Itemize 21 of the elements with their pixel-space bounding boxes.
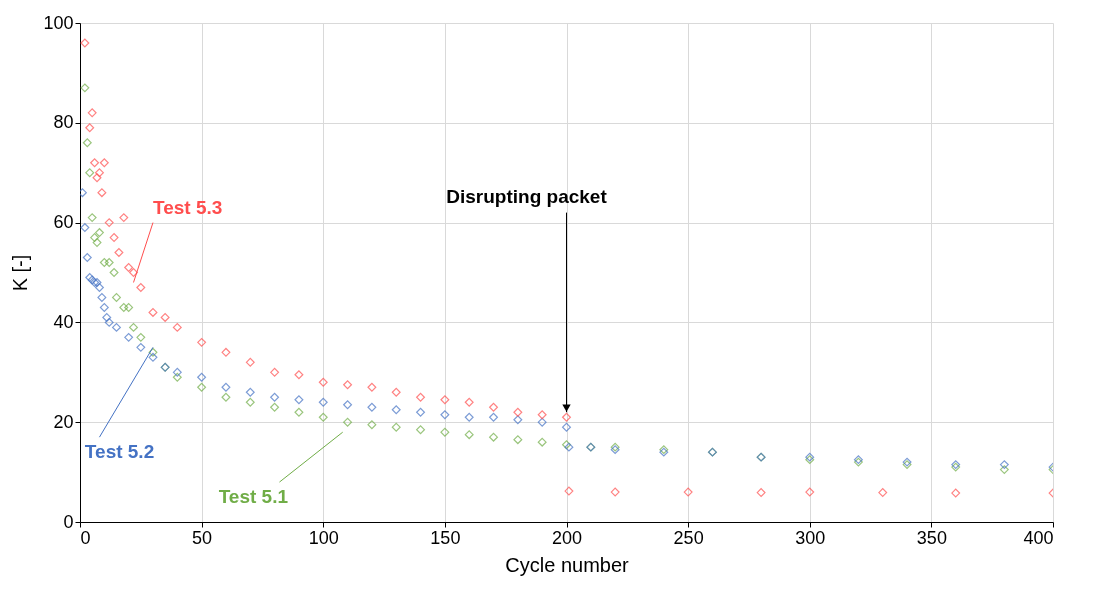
y-tick-label: 40	[53, 311, 74, 332]
x-tick-label: 200	[551, 527, 583, 548]
y-tick-label: 20	[53, 411, 74, 432]
x-tick-label: 50	[192, 527, 213, 548]
x-tick-label: 100	[308, 527, 339, 548]
y-tick-label: 100	[43, 12, 74, 33]
series-label: Test 5.3	[152, 196, 223, 218]
x-tick-label: 400	[1023, 527, 1054, 548]
text: Test 5.2	[84, 441, 155, 463]
annotation: Disrupting packet	[446, 185, 608, 207]
x-tick-label: 0	[80, 527, 91, 548]
y-tick-label: 0	[63, 511, 74, 532]
text: Test 5.1	[218, 486, 289, 508]
x-tick-label: 250	[673, 527, 704, 548]
y-tick-label: 80	[53, 112, 74, 133]
x-tick-label: 300	[795, 527, 826, 548]
x-tick-label: 150	[430, 527, 461, 548]
y-axis-title: K [-]	[9, 254, 32, 292]
x-tick-label: 350	[916, 527, 947, 548]
y-tick-label: 60	[53, 212, 74, 233]
x-axis-title: Cycle number	[505, 553, 630, 576]
